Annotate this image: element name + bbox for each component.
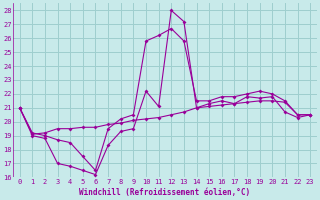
- X-axis label: Windchill (Refroidissement éolien,°C): Windchill (Refroidissement éolien,°C): [79, 188, 251, 197]
